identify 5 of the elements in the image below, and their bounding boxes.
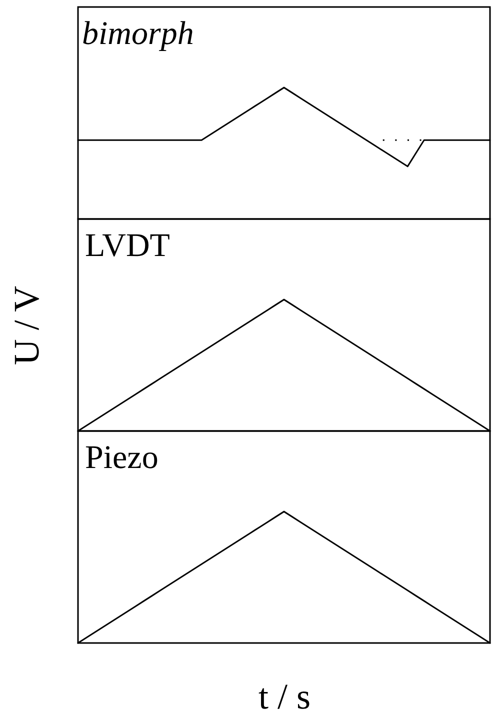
x-axis-title: t / s: [258, 676, 311, 713]
chart-title: LVDT: [85, 228, 170, 264]
chart-title: bimorph: [82, 16, 194, 52]
y-axis-title: U / V: [6, 286, 46, 366]
chart-title: Piezo: [85, 440, 158, 476]
